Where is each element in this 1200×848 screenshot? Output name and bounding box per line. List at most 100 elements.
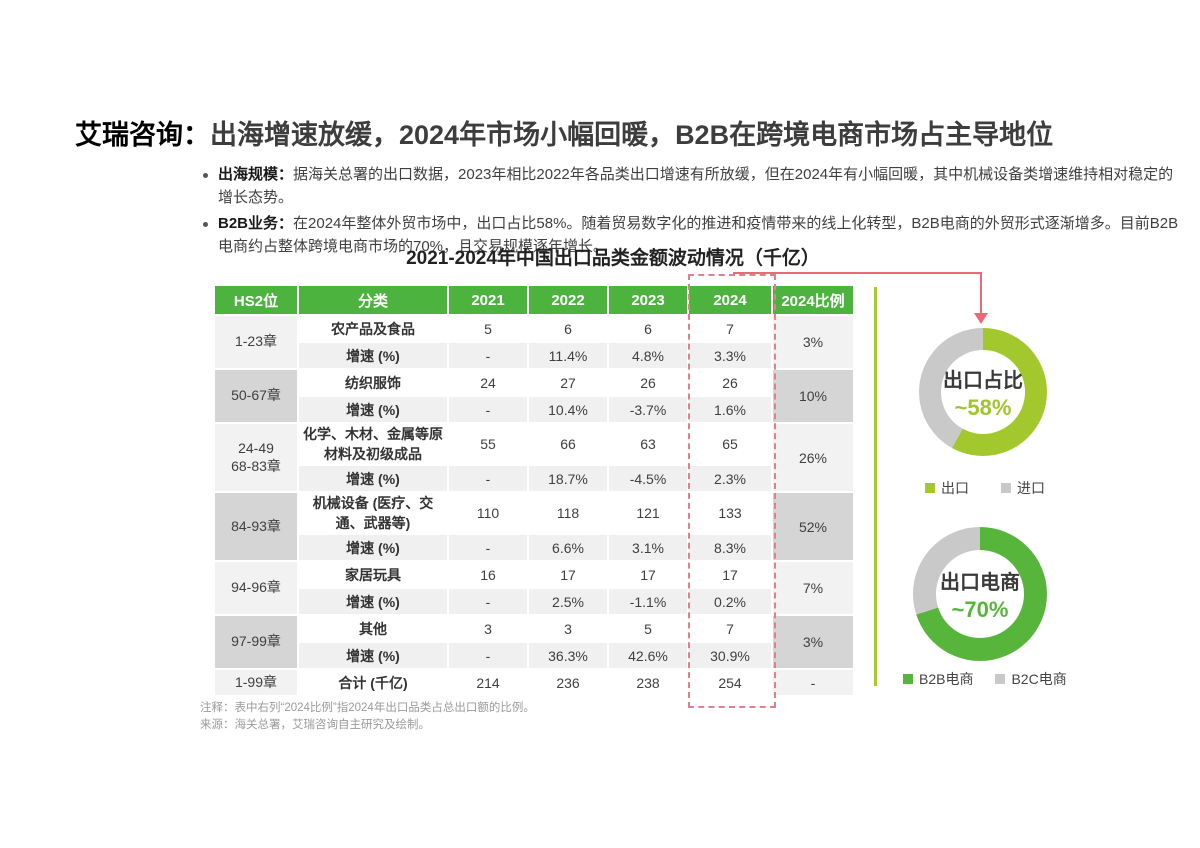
table-cell-growth-label: 增速 (%) xyxy=(299,397,447,422)
table-cell-share: 7% xyxy=(773,562,853,614)
table-row: 50-67章 纺织服饰 24 27 26 26 10% xyxy=(215,370,853,422)
table-cell-category: 农产品及食品 xyxy=(299,316,447,341)
table-header-cell: 2024 xyxy=(689,286,771,314)
table-cell-value: 7 xyxy=(689,316,771,341)
table-cell-hs: 1-23章 xyxy=(215,316,297,368)
legend-ecommerce-share: B2B电商 B2C电商 xyxy=(903,669,1067,689)
table-cell-growth: 42.6% xyxy=(609,643,687,668)
donut-center-value: ~58% xyxy=(954,394,1012,420)
table-cell-value: 66 xyxy=(529,424,607,464)
table-cell-hs: 24-49 68-83章 xyxy=(215,424,297,491)
table-row: 94-96章 家居玩具 16 17 17 17 7% xyxy=(215,562,853,614)
brand-label: 艾瑞咨询： xyxy=(75,120,210,150)
table-row: 增速 (%) -18.7% -4.5% 2.3% xyxy=(215,466,853,491)
legend-label: 进口 xyxy=(1017,480,1045,496)
legend-swatch-icon xyxy=(1001,483,1011,493)
table-cell-category: 化学、木材、金属等原材料及初级成品 xyxy=(299,424,447,464)
table-cell-growth-label: 增速 (%) xyxy=(299,466,447,491)
table-row: 84-93章 机械设备 (医疗、交通、武器等) 110 118 121 133 52% xyxy=(215,493,853,560)
table-cell-value: 238 xyxy=(609,670,687,695)
table-cell-hs: 1-99章 xyxy=(215,670,297,695)
table-cell-growth: - xyxy=(449,397,527,422)
table-row: 增速 (%) -10.4% -3.7% 1.6% xyxy=(215,397,853,422)
table-cell-hs: 97-99章 xyxy=(215,616,297,668)
section-divider-line xyxy=(874,287,877,686)
table-header-cell: 2023 xyxy=(609,286,687,314)
table-cell-growth: - xyxy=(449,643,527,668)
table-cell-value: 6 xyxy=(609,316,687,341)
table-cell-growth: -1.1% xyxy=(609,589,687,614)
table-header-cell: 2022 xyxy=(529,286,607,314)
table-cell-growth-label: 增速 (%) xyxy=(299,589,447,614)
table-cell-value: 110 xyxy=(449,493,527,533)
table-row: 增速 (%) -36.3% 42.6% 30.9% xyxy=(215,643,853,668)
export-categories-table: HS2位 分类 2021 2022 2023 2024 2024比例 1-23章… xyxy=(213,284,855,697)
donut-center: 出口电商 ~70% xyxy=(936,550,1024,638)
table-row: 97-99章 其他 3 3 5 7 3% xyxy=(215,616,853,668)
legend-swatch-icon xyxy=(995,674,1006,684)
table-cell-growth: 6.6% xyxy=(529,535,607,560)
note-line: 来源：海关总署，艾瑞咨询自主研究及绘制。 xyxy=(200,719,430,732)
table-cell-value: 26 xyxy=(689,370,771,395)
donut-chart-ecommerce-share: 出口电商 ~70% xyxy=(913,527,1047,661)
table-cell-value: 26 xyxy=(609,370,687,395)
bullet-text: 在2024年整体外贸市场中，出口占比58%。随着贸易数字化的推进和疫情带来的线上… xyxy=(218,215,1179,255)
table-cell-category: 其他 xyxy=(299,616,447,641)
table-cell-hs: 84-93章 xyxy=(215,493,297,560)
table-cell-value: 7 xyxy=(689,616,771,641)
table-cell-growth: 11.4% xyxy=(529,343,607,368)
table-cell-value: 17 xyxy=(609,562,687,587)
bullet-lead: 出海规模： xyxy=(218,166,294,183)
legend-label: B2B电商 xyxy=(919,671,974,687)
connector-line-vertical xyxy=(980,272,982,314)
bullet-dot-icon xyxy=(203,173,208,178)
table-cell-growth: - xyxy=(449,535,527,560)
table-cell-growth: 10.4% xyxy=(529,397,607,422)
table-cell-growth: 1.6% xyxy=(689,397,771,422)
table-cell-value: 24 xyxy=(449,370,527,395)
table-row: 1-23章 农产品及食品 5 6 6 7 3% xyxy=(215,316,853,368)
table-cell-value: 3 xyxy=(449,616,527,641)
bullet-item: B2B业务：在2024年整体外贸市场中，出口占比58%。随着贸易数字化的推进和疫… xyxy=(203,213,1181,258)
table-cell-growth: 8.3% xyxy=(689,535,771,560)
legend-item: 出口 xyxy=(925,478,969,498)
table-cell-value: 5 xyxy=(449,316,527,341)
table-cell-growth: 30.9% xyxy=(689,643,771,668)
table-cell-share: 10% xyxy=(773,370,853,422)
table-cell-growth: - xyxy=(449,343,527,368)
table-cell-value: 55 xyxy=(449,424,527,464)
table-cell-growth-label: 增速 (%) xyxy=(299,535,447,560)
table-row: 增速 (%) -2.5% -1.1% 0.2% xyxy=(215,589,853,614)
headline-text: 出海增速放缓，2024年市场小幅回暖，B2B在跨境电商市场占主导地位 xyxy=(210,120,1054,150)
footnotes: 注释：表中右列“2024比例”指2024年出口品类占总出口额的比例。 来源：海关… xyxy=(200,700,535,735)
table-cell-growth: 2.3% xyxy=(689,466,771,491)
table-cell-growth: - xyxy=(449,589,527,614)
table-cell-value: 121 xyxy=(609,493,687,533)
table-cell-hs: 50-67章 xyxy=(215,370,297,422)
table-cell-growth: 2.5% xyxy=(529,589,607,614)
legend-swatch-icon xyxy=(925,483,935,493)
table-row: 增速 (%) -6.6% 3.1% 8.3% xyxy=(215,535,853,560)
highlight-2024-dashed-box xyxy=(688,274,776,708)
table-cell-growth-label: 增速 (%) xyxy=(299,343,447,368)
page-title: 艾瑞咨询：出海增速放缓，2024年市场小幅回暖，B2B在跨境电商市场占主导地位 xyxy=(75,113,1053,152)
table-cell-value: 17 xyxy=(529,562,607,587)
table-cell-share: 3% xyxy=(773,316,853,368)
table-cell-growth: 36.3% xyxy=(529,643,607,668)
table-title: 2021-2024年中国出口品类金额波动情况（千亿） xyxy=(406,248,820,269)
table-cell-value: 17 xyxy=(689,562,771,587)
table-cell-value: 133 xyxy=(689,493,771,533)
legend-item: 进口 xyxy=(1001,478,1045,498)
note-line: 注释：表中右列“2024比例”指2024年出口品类占总出口额的比例。 xyxy=(200,702,535,714)
table-row-total: 1-99章 合计 (千亿) 214 236 238 254- xyxy=(215,670,853,695)
legend-label: B2C电商 xyxy=(1011,671,1067,687)
table-cell-growth: - xyxy=(449,466,527,491)
donut-center: 出口占比 ~58% xyxy=(941,350,1025,434)
table-cell-value: 254 xyxy=(689,670,771,695)
table-cell-value: 5 xyxy=(609,616,687,641)
table-cell-growth: -4.5% xyxy=(609,466,687,491)
table-cell-growth: 0.2% xyxy=(689,589,771,614)
table-header-row: HS2位 分类 2021 2022 2023 2024 2024比例 xyxy=(215,286,853,314)
table-cell-hs: 94-96章 xyxy=(215,562,297,614)
